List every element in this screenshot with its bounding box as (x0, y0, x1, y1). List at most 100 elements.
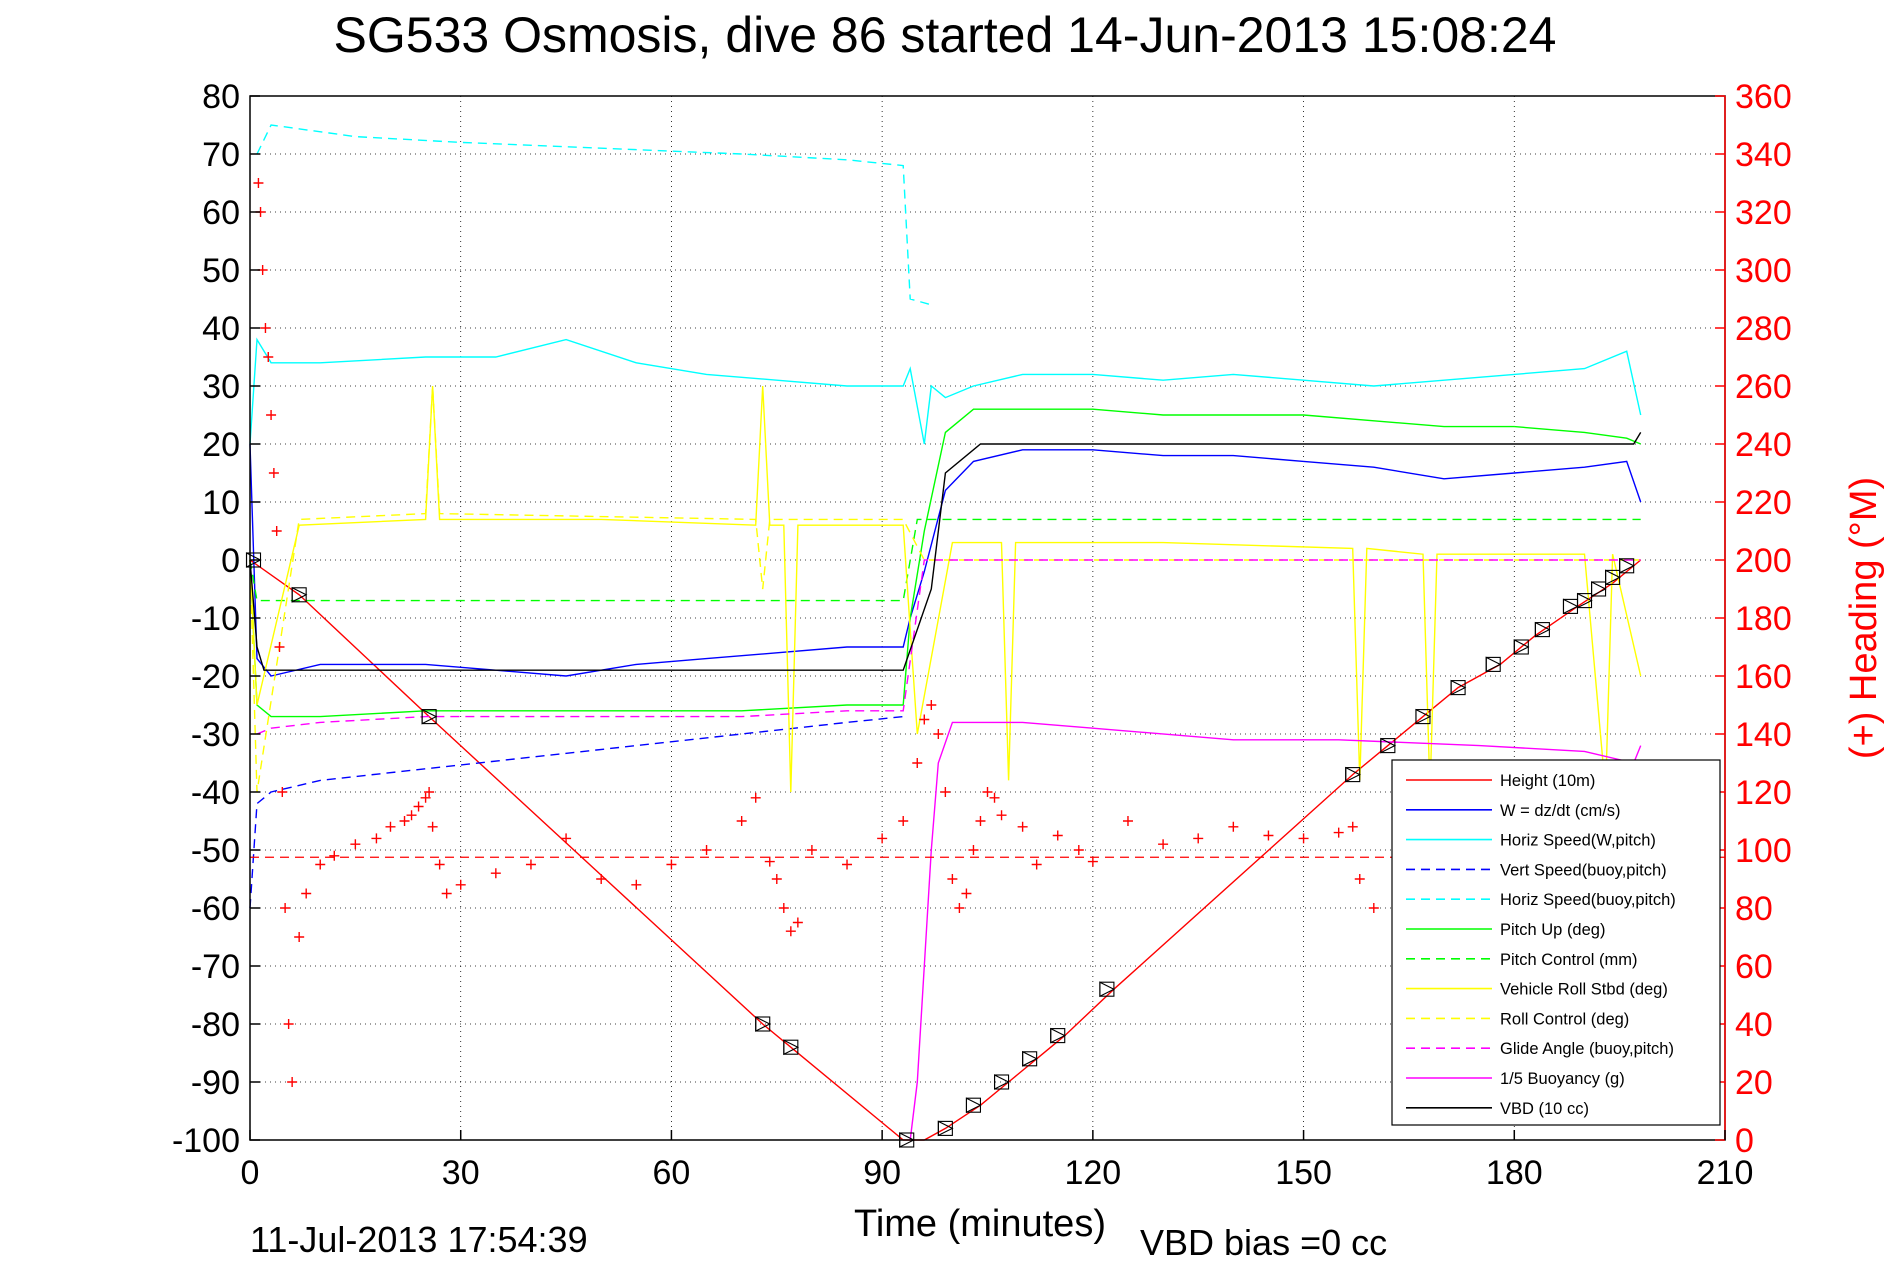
waypoint-marker (1450, 679, 1467, 696)
heading-point (253, 178, 264, 188)
waypoint-marker (965, 1097, 982, 1114)
heading-point (1193, 833, 1204, 844)
heading-layer (253, 178, 1379, 1087)
heading-point (1228, 821, 1239, 832)
heading-point (371, 833, 382, 844)
heading-point (1073, 845, 1084, 855)
right-tick-label: 80 (1735, 890, 1773, 928)
x-tick-label: 90 (863, 1154, 901, 1192)
heading-point (268, 468, 279, 478)
series-1-5-buoyancy-g (909, 721, 1642, 1141)
right-tick-label: 340 (1735, 136, 1792, 174)
right-tick-label: 240 (1735, 426, 1792, 464)
heading-point (1017, 821, 1028, 832)
waypoint-triangle (993, 1074, 1010, 1090)
right-tick-label: 100 (1735, 832, 1792, 870)
heading-point (975, 816, 986, 826)
heading-point (455, 879, 466, 890)
left-tick-label: -30 (191, 716, 240, 754)
heading-point (294, 932, 305, 942)
heading-point (736, 816, 747, 826)
legend-label: Pitch Control (mm) (1500, 951, 1638, 969)
waypoint-marker (1605, 569, 1621, 586)
left-tick-label: -100 (172, 1122, 240, 1160)
legend-label: Pitch Up (deg) (1500, 921, 1605, 939)
waypoint-marker (937, 1120, 954, 1137)
legend-label: Vehicle Roll Stbd (deg) (1500, 981, 1668, 999)
right-tick-label: 280 (1735, 310, 1792, 348)
waypoint-marker (755, 1016, 771, 1032)
legend-label: Glide Angle (buoy,pitch) (1500, 1040, 1674, 1058)
heading-point (274, 642, 285, 652)
waypoint-triangle (755, 1016, 771, 1032)
heading-point (277, 787, 288, 797)
heading-point (1263, 830, 1274, 841)
left-tick-label: 0 (221, 542, 240, 580)
heading-point (926, 700, 937, 710)
right-tick-label: 320 (1735, 194, 1792, 232)
left-tick-label: -50 (191, 832, 240, 870)
heading-point (764, 856, 775, 867)
waypoint-marker (1415, 708, 1432, 725)
heading-point (399, 816, 410, 826)
x-tick-label: 60 (653, 1154, 691, 1192)
heading-point (283, 1019, 294, 1029)
waypoint-marker (421, 708, 438, 725)
heading-point (954, 903, 965, 913)
left-tick-label: 50 (202, 252, 240, 290)
heading-point (806, 845, 817, 855)
left-tick-label: 30 (202, 368, 240, 406)
heading-point (771, 874, 782, 884)
right-tick-label: 300 (1735, 252, 1792, 290)
heading-point (792, 917, 803, 928)
series-vbd-10-cc (249, 432, 1642, 671)
waypoint-marker (1534, 621, 1551, 638)
right-tick-label: 160 (1735, 658, 1792, 696)
heading-point (263, 352, 274, 362)
heading-point (750, 792, 761, 803)
waypoint-triangle (783, 1039, 800, 1056)
heading-point (701, 845, 712, 855)
waypoint-marker (1380, 737, 1397, 754)
waypoint-marker (1050, 1027, 1066, 1044)
heading-point (385, 821, 396, 832)
heading-point (271, 526, 282, 536)
heading-point (490, 868, 501, 879)
heading-point (424, 787, 435, 797)
right-tick-label: 40 (1735, 1006, 1773, 1044)
heading-point (287, 1077, 298, 1087)
waypoint-triangle (1450, 679, 1467, 696)
waypoint-marker (1576, 592, 1593, 609)
waypoint-triangle (1345, 766, 1361, 783)
left-tick-label: -60 (191, 890, 240, 928)
footer-date: 11-Jul-2013 17:54:39 (250, 1219, 588, 1260)
heading-point (898, 816, 909, 826)
heading-point (961, 888, 972, 899)
left-tick-label: -80 (191, 1006, 240, 1044)
heading-point (350, 839, 361, 850)
legend-label: Horiz Speed(W,pitch) (1500, 832, 1656, 850)
waypoint-marker (1591, 581, 1607, 597)
x-tick-label: 150 (1275, 1154, 1332, 1192)
right-tick-label: 360 (1735, 78, 1792, 116)
legend-label: 1/5 Buoyancy (g) (1500, 1070, 1625, 1088)
waypoint-triangle (965, 1097, 982, 1114)
left-tick-label: 80 (202, 78, 240, 116)
heading-point (413, 801, 424, 812)
legend-label: Height (10m) (1500, 772, 1595, 790)
left-tick-label: -10 (191, 600, 240, 638)
legend-label: Roll Control (deg) (1500, 1010, 1629, 1028)
waypoint-triangle (1099, 981, 1116, 998)
heading-point (947, 874, 958, 884)
waypoint-marker (1513, 639, 1530, 655)
left-tick-label: 20 (202, 426, 240, 464)
heading-point (561, 833, 572, 844)
legend-label: VBD (10 cc) (1500, 1100, 1589, 1118)
right-tick-label: 260 (1735, 368, 1792, 406)
series-layer (249, 124, 1725, 1141)
waypoint-marker (1022, 1050, 1038, 1067)
plot-area (245, 95, 1726, 1148)
left-tick-label: 60 (202, 194, 240, 232)
waypoint-triangle (1513, 639, 1530, 655)
waypoint-triangle (1534, 621, 1551, 638)
